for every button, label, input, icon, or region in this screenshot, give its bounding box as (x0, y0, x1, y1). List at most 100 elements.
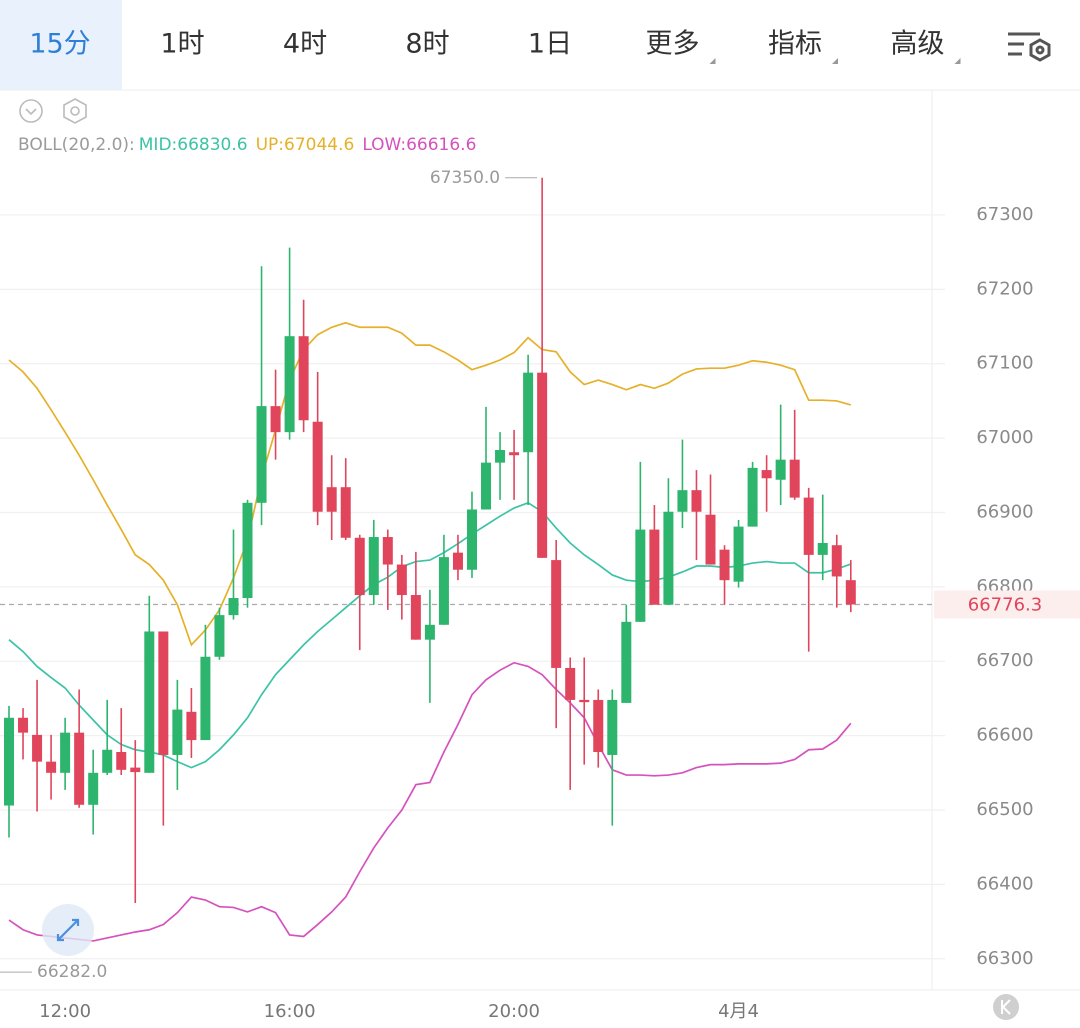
legend-entry: MID:66830.6 (139, 135, 248, 155)
candle-body (382, 537, 393, 565)
icon-chevron (25, 108, 37, 116)
dropdown-triangle (954, 58, 961, 64)
y-tick-label: 66600 (976, 725, 1033, 746)
collapse-icon[interactable] (19, 99, 43, 123)
tab-label: 指标 (768, 29, 822, 60)
icon-hex (63, 98, 87, 124)
tab[interactable]: 4时 (283, 29, 327, 60)
y-tick-label: 67000 (976, 427, 1033, 448)
indicator-line (8, 661, 852, 942)
candle-body (396, 564, 407, 596)
tab[interactable]: 更多 (646, 29, 716, 65)
candle-body (803, 497, 814, 555)
candle-body (74, 732, 85, 805)
settings-hex-icon[interactable] (63, 98, 87, 124)
icon-dot (70, 106, 80, 116)
candle-body (775, 459, 786, 480)
tab[interactable]: 1时 (160, 29, 204, 60)
tab-label: 更多 (646, 29, 700, 60)
last-price-label: 66776.3 (968, 594, 1042, 615)
candle-body (495, 450, 506, 463)
tab-label: 15分 (29, 29, 90, 60)
tab[interactable]: 指标 (768, 29, 838, 65)
candle-body (88, 772, 99, 805)
candle-body (523, 372, 534, 453)
candle-body (298, 336, 309, 421)
candle-body (593, 699, 604, 752)
candle-body (635, 529, 646, 622)
y-tick-label: 66700 (976, 650, 1033, 671)
fullscreen-button[interactable] (42, 904, 94, 956)
annotation-label: 67350.0 (430, 168, 500, 188)
candle-body (845, 580, 856, 605)
candle-body (663, 511, 674, 605)
candle-body (284, 336, 295, 433)
candle-body (649, 529, 660, 605)
candle-body (551, 560, 562, 668)
candle-body (761, 470, 772, 479)
candle-body (214, 615, 225, 657)
candle-body (719, 549, 730, 581)
candle-body (747, 467, 758, 527)
candle-body (410, 595, 421, 640)
candle-body (256, 406, 267, 503)
button-arrows (56, 918, 80, 942)
legend-entry: LOW:66616.6 (362, 135, 476, 155)
settings-icon[interactable] (1008, 32, 1051, 62)
icon-hex (1029, 38, 1051, 62)
candle-body (242, 502, 253, 599)
legend-entry: UP:67044.6 (256, 135, 355, 155)
candle-body (186, 711, 197, 741)
k-button[interactable] (993, 994, 1019, 1020)
candle-body (677, 490, 688, 512)
candle-body (565, 667, 576, 700)
candle-body (4, 717, 14, 806)
dropdown-triangle (832, 58, 838, 64)
tab[interactable]: 1日 (528, 29, 572, 60)
tab[interactable]: 高级 (891, 29, 961, 65)
candle-body (481, 462, 492, 510)
candle-body (116, 751, 127, 770)
candle-body (228, 598, 239, 616)
candle-body (817, 542, 828, 555)
y-tick-label: 67300 (976, 204, 1033, 225)
candle-body (509, 452, 520, 456)
candle-body (32, 734, 43, 762)
candle-body (158, 631, 169, 755)
tab[interactable]: 15分 (0, 0, 122, 90)
candle-body (18, 717, 29, 733)
tab-selected-bg (0, 0, 122, 90)
candle-body (46, 761, 57, 773)
candle-body (424, 624, 435, 640)
candle-body (144, 631, 155, 773)
candle-body (200, 656, 211, 741)
y-tick-label: 67200 (976, 278, 1033, 299)
tab-label: 高级 (891, 29, 945, 60)
tab-label: 1日 (528, 29, 572, 60)
candle-body (831, 545, 842, 577)
dropdown-triangle (709, 58, 716, 64)
y-tick-label: 66900 (976, 501, 1033, 522)
candle-body (102, 749, 113, 773)
candle-body (691, 490, 702, 512)
candle-body (172, 709, 183, 755)
candle-body (354, 537, 365, 596)
y-tick-label: 66400 (976, 873, 1033, 894)
button-bg (993, 994, 1019, 1020)
x-tick-label: 20:00 (488, 1001, 540, 1022)
y-tick-label: 66300 (976, 948, 1033, 969)
y-tick-label: 66500 (976, 799, 1033, 820)
candle-body (789, 459, 800, 498)
candle-body (438, 557, 449, 625)
candle-body (60, 732, 71, 773)
candle-body (326, 487, 337, 512)
tab[interactable]: 8时 (405, 29, 449, 60)
indicator-label: BOLL(20,2.0): (18, 135, 135, 155)
indicator-line (8, 321, 852, 647)
candle-body (705, 514, 716, 565)
candle-body (452, 552, 463, 570)
annotation-label: 66282.0 (37, 962, 107, 982)
last-price-tag-bg (934, 590, 1080, 619)
